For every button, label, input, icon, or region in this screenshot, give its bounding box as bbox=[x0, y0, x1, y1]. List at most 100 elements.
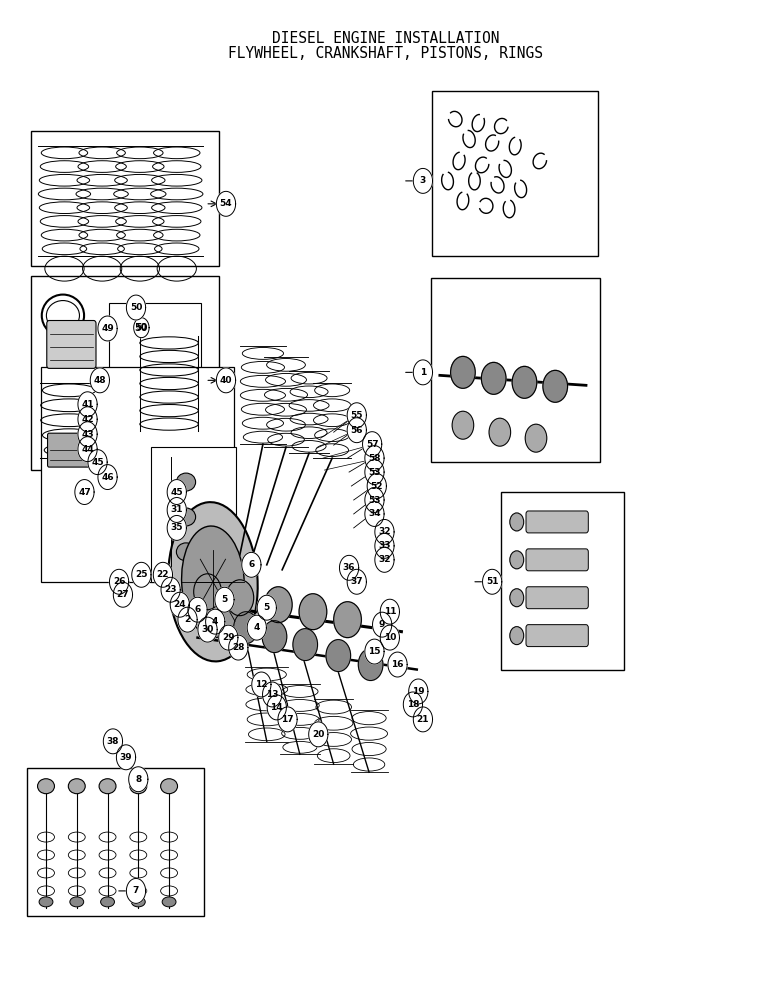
Ellipse shape bbox=[131, 897, 145, 907]
Bar bbox=[31, 131, 219, 266]
FancyBboxPatch shape bbox=[526, 587, 588, 609]
Ellipse shape bbox=[176, 473, 195, 491]
Polygon shape bbox=[127, 878, 146, 903]
Text: 48: 48 bbox=[93, 376, 107, 385]
Polygon shape bbox=[252, 672, 271, 697]
Ellipse shape bbox=[162, 897, 176, 907]
Polygon shape bbox=[113, 582, 133, 607]
Text: 27: 27 bbox=[117, 590, 129, 599]
Polygon shape bbox=[375, 519, 394, 544]
Bar bbox=[109, 303, 201, 442]
Polygon shape bbox=[88, 450, 107, 475]
Polygon shape bbox=[375, 547, 394, 572]
Polygon shape bbox=[363, 432, 382, 457]
Text: 6: 6 bbox=[195, 605, 201, 614]
Circle shape bbox=[194, 574, 222, 610]
Polygon shape bbox=[413, 168, 432, 193]
Text: 5: 5 bbox=[264, 603, 270, 612]
Polygon shape bbox=[198, 617, 217, 642]
Polygon shape bbox=[117, 745, 136, 770]
Circle shape bbox=[452, 411, 474, 439]
Text: 39: 39 bbox=[120, 753, 132, 762]
Polygon shape bbox=[267, 695, 286, 720]
Polygon shape bbox=[247, 615, 266, 640]
Text: 41: 41 bbox=[81, 400, 94, 409]
Text: 14: 14 bbox=[270, 703, 283, 712]
Polygon shape bbox=[381, 625, 399, 650]
Text: 53: 53 bbox=[368, 468, 381, 477]
Text: 24: 24 bbox=[174, 600, 186, 609]
Bar bbox=[42, 367, 234, 582]
Polygon shape bbox=[257, 595, 276, 620]
Bar bbox=[31, 276, 219, 470]
Text: 7: 7 bbox=[133, 886, 139, 895]
Circle shape bbox=[510, 589, 523, 607]
Polygon shape bbox=[388, 652, 407, 677]
FancyBboxPatch shape bbox=[526, 625, 588, 647]
Polygon shape bbox=[375, 533, 394, 558]
Ellipse shape bbox=[38, 779, 55, 794]
FancyBboxPatch shape bbox=[47, 320, 96, 368]
Circle shape bbox=[299, 594, 327, 630]
Text: 6: 6 bbox=[249, 560, 255, 569]
Text: 43: 43 bbox=[81, 430, 94, 439]
Text: 34: 34 bbox=[368, 509, 381, 518]
Circle shape bbox=[543, 370, 567, 402]
Polygon shape bbox=[216, 191, 235, 216]
Polygon shape bbox=[110, 569, 129, 594]
Circle shape bbox=[226, 580, 254, 616]
Text: 49: 49 bbox=[101, 324, 114, 333]
Polygon shape bbox=[365, 639, 384, 664]
Polygon shape bbox=[365, 488, 384, 512]
Polygon shape bbox=[127, 295, 146, 320]
Text: 46: 46 bbox=[101, 473, 113, 482]
Text: 51: 51 bbox=[486, 577, 499, 586]
Text: 26: 26 bbox=[113, 577, 125, 586]
Polygon shape bbox=[134, 318, 149, 338]
Text: 52: 52 bbox=[371, 482, 383, 491]
Polygon shape bbox=[403, 692, 422, 717]
Text: 45: 45 bbox=[91, 458, 104, 467]
Circle shape bbox=[293, 629, 317, 661]
Text: 29: 29 bbox=[222, 633, 235, 642]
FancyBboxPatch shape bbox=[526, 511, 588, 533]
Text: 18: 18 bbox=[407, 700, 419, 709]
Bar bbox=[151, 447, 236, 582]
Polygon shape bbox=[154, 562, 172, 587]
Polygon shape bbox=[278, 707, 297, 732]
Polygon shape bbox=[340, 555, 359, 580]
Text: 10: 10 bbox=[384, 633, 396, 642]
Polygon shape bbox=[381, 599, 399, 624]
FancyBboxPatch shape bbox=[526, 549, 588, 571]
Circle shape bbox=[482, 362, 506, 394]
Text: 58: 58 bbox=[368, 454, 381, 463]
Circle shape bbox=[510, 513, 523, 531]
Ellipse shape bbox=[161, 779, 178, 794]
Text: DIESEL ENGINE INSTALLATION: DIESEL ENGINE INSTALLATION bbox=[273, 31, 499, 46]
Circle shape bbox=[234, 612, 259, 644]
Text: 5: 5 bbox=[222, 595, 228, 604]
Text: 36: 36 bbox=[343, 563, 355, 572]
Circle shape bbox=[334, 602, 361, 638]
Circle shape bbox=[358, 649, 383, 680]
Circle shape bbox=[451, 356, 476, 388]
Text: 50: 50 bbox=[130, 303, 142, 312]
Text: 47: 47 bbox=[78, 488, 91, 497]
Text: 50: 50 bbox=[134, 323, 148, 333]
Polygon shape bbox=[103, 729, 123, 754]
Polygon shape bbox=[98, 465, 117, 490]
Text: 25: 25 bbox=[135, 570, 147, 579]
Polygon shape bbox=[78, 437, 97, 462]
Polygon shape bbox=[413, 360, 432, 385]
Polygon shape bbox=[216, 368, 235, 393]
Circle shape bbox=[326, 640, 350, 672]
Bar bbox=[431, 278, 600, 462]
Ellipse shape bbox=[130, 779, 147, 794]
Text: 4: 4 bbox=[253, 623, 260, 632]
Polygon shape bbox=[161, 577, 180, 602]
Text: 38: 38 bbox=[107, 737, 119, 746]
Polygon shape bbox=[218, 625, 238, 650]
Circle shape bbox=[510, 551, 523, 569]
Polygon shape bbox=[309, 722, 328, 747]
Text: 12: 12 bbox=[255, 680, 268, 689]
